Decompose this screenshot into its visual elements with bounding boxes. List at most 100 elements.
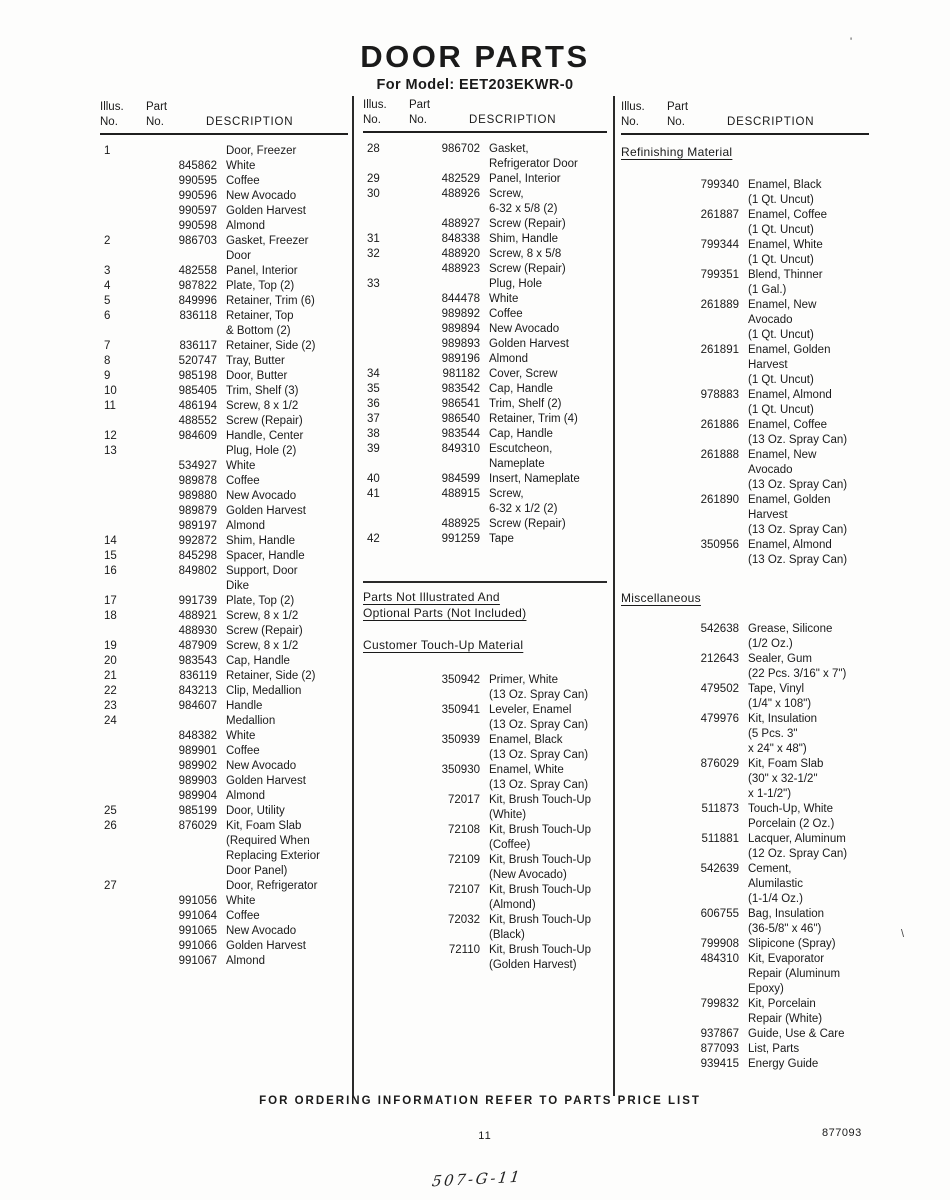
illus-no-cell bbox=[363, 703, 418, 733]
part-no-cell: 261890 bbox=[700, 494, 739, 506]
table-row: 350930 Enamel, White (13 Oz. Spray Can) bbox=[363, 763, 607, 793]
part-no-cell: 989903 bbox=[178, 775, 217, 787]
illus-no-cell bbox=[100, 744, 160, 759]
description-cell: Kit, Brush Touch-Up (Almond) bbox=[489, 883, 592, 911]
table-row: 34 981182 Cover, Screw bbox=[363, 367, 607, 382]
description-cell: New Avocado bbox=[226, 190, 297, 202]
description-cell: Insert, Nameplate bbox=[489, 473, 580, 485]
table-row: 19 487909 Screw, 8 x 1/2 bbox=[100, 639, 348, 654]
illus-no-cell: 39 bbox=[367, 443, 380, 455]
illus-no-cell bbox=[363, 853, 418, 883]
part-no-cell: 990596 bbox=[178, 190, 217, 202]
illus-no-cell bbox=[100, 774, 160, 789]
illus-no-cell bbox=[621, 178, 671, 208]
section-heading-text: Refinishing Material bbox=[621, 145, 733, 159]
table-row: 479502 Tape, Vinyl (1/4" x 108") bbox=[621, 682, 869, 712]
illus-no-cell bbox=[363, 793, 418, 823]
page-number: 11 bbox=[478, 1130, 492, 1142]
parts-column-1: Illus. Part No. No. DESCRIPTION 1 Door, F… bbox=[100, 100, 348, 969]
part-no-cell: 261888 bbox=[700, 449, 739, 461]
illus-no-cell: 36 bbox=[367, 398, 380, 410]
document-number: 877093 bbox=[822, 1127, 862, 1139]
illus-no-cell bbox=[621, 937, 671, 952]
part-no-cell: 799340 bbox=[700, 179, 739, 191]
title-block: DOOR PARTS For Model: EET203EKWR-0 bbox=[300, 40, 650, 94]
part-no-cell: 488923 bbox=[441, 263, 480, 275]
table-row: 488925 Screw (Repair) bbox=[363, 517, 607, 532]
part-no-cell: 836119 bbox=[179, 670, 217, 682]
table-row: 799344 Enamel, White (1 Qt. Uncut) bbox=[621, 238, 869, 268]
table-row: 488930 Screw (Repair) bbox=[100, 624, 348, 639]
part-no-cell: 989901 bbox=[178, 745, 217, 757]
illus-no-cell bbox=[100, 624, 160, 639]
description-header-label: DESCRIPTION bbox=[206, 115, 294, 128]
illus-no-cell bbox=[100, 204, 160, 219]
illus-no-cell bbox=[621, 1057, 671, 1072]
table-row: 991066 Golden Harvest bbox=[100, 939, 348, 954]
table-row: 3 482558 Panel, Interior bbox=[100, 264, 348, 279]
table-row: 39 849310 Escutcheon, Nameplate bbox=[363, 442, 607, 472]
no-header-label: No. bbox=[667, 115, 685, 128]
illus-no-cell: 12 bbox=[104, 430, 117, 442]
table-row: 877093 List, Parts bbox=[621, 1042, 869, 1057]
illus-no-cell bbox=[621, 1027, 671, 1042]
section-heading-text: Parts Not Illustrated And bbox=[363, 589, 500, 604]
illus-no-cell: 28 bbox=[367, 143, 380, 155]
description-cell: Spacer, Handle bbox=[226, 550, 305, 562]
illus-no-cell bbox=[621, 802, 671, 832]
table-row: 37 986540 Retainer, Trim (4) bbox=[363, 412, 607, 427]
part-no-cell: 989904 bbox=[178, 790, 217, 802]
description-cell: Kit, Foam Slab (30" x 32-1/2" x 1-1/2") bbox=[748, 758, 824, 800]
table-row: 40 984599 Insert, Nameplate bbox=[363, 472, 607, 487]
section-heading-text: Miscellaneous bbox=[621, 591, 701, 605]
table-row: 24 Medallion bbox=[100, 714, 348, 729]
illus-no-cell: 25 bbox=[104, 805, 117, 817]
description-cell: Screw (Repair) bbox=[489, 218, 566, 230]
description-cell: Kit, Brush Touch-Up (White) bbox=[489, 793, 592, 821]
part-no-cell: 520747 bbox=[178, 355, 217, 367]
part-no-cell: 987822 bbox=[178, 280, 217, 292]
illus-no-cell bbox=[363, 883, 418, 913]
illus-no-cell: 4 bbox=[104, 280, 111, 292]
illus-no-cell bbox=[363, 262, 418, 277]
description-cell: Energy Guide bbox=[748, 1058, 819, 1070]
part-no-cell: 799832 bbox=[700, 998, 739, 1010]
part-header-label: Part bbox=[667, 101, 689, 113]
table-row: 989878 Coffee bbox=[100, 474, 348, 489]
illus-no-cell bbox=[363, 913, 418, 943]
table-row: 484310 Kit, Evaporator Repair (Aluminum E… bbox=[621, 952, 869, 997]
description-cell: Enamel, Black (13 Oz. Spray Can) bbox=[489, 733, 589, 761]
illus-no-cell: 31 bbox=[367, 233, 380, 245]
table-row: 989197 Almond bbox=[100, 519, 348, 534]
illus-header-label: Illus. bbox=[363, 99, 387, 111]
illus-no-cell: 37 bbox=[367, 413, 380, 425]
description-cell: Bag, Insulation (36-5/8" x 46") bbox=[748, 908, 825, 935]
illus-no-cell bbox=[621, 907, 671, 937]
description-cell: Leveler, Enamel (13 Oz. Spray Can) bbox=[489, 703, 589, 731]
description-cell: Medallion bbox=[226, 715, 276, 727]
table-row: 350939 Enamel, Black (13 Oz. Spray Can) bbox=[363, 733, 607, 763]
description-cell: Support, Door Dike bbox=[226, 565, 298, 592]
section-heading: Customer Touch-Up Material bbox=[363, 637, 607, 653]
part-no-cell: 488920 bbox=[441, 248, 480, 260]
part-no-cell: 985199 bbox=[178, 805, 217, 817]
illus-no-cell: 21 bbox=[104, 670, 117, 682]
illus-no-cell: 15 bbox=[104, 550, 117, 562]
description-cell: Gasket, Refrigerator Door bbox=[489, 143, 578, 170]
description-cell: Enamel, Golden Harvest (1 Qt. Uncut) bbox=[748, 344, 831, 386]
table-row: 488552 Screw (Repair) bbox=[100, 414, 348, 429]
part-no-cell: 488925 bbox=[441, 518, 480, 530]
spacer bbox=[621, 160, 869, 178]
table-row: 937867 Guide, Use & Care bbox=[621, 1027, 869, 1042]
part-no-cell: 989892 bbox=[441, 308, 480, 320]
part-no-cell: 542638 bbox=[700, 623, 739, 635]
table-row: 6 836118 Retainer, Top & Bottom (2) bbox=[100, 309, 348, 339]
part-no-cell: 989879 bbox=[178, 505, 217, 517]
table-row: 20 983543 Cap, Handle bbox=[100, 654, 348, 669]
description-cell: Clip, Medallion bbox=[226, 685, 302, 697]
illus-no-cell bbox=[100, 924, 160, 939]
table-row: 989901 Coffee bbox=[100, 744, 348, 759]
table-row: 799832 Kit, Porcelain Repair (White) bbox=[621, 997, 869, 1027]
illus-no-cell: 32 bbox=[367, 248, 380, 260]
description-cell: Enamel, Almond (1 Qt. Uncut) bbox=[748, 389, 832, 416]
